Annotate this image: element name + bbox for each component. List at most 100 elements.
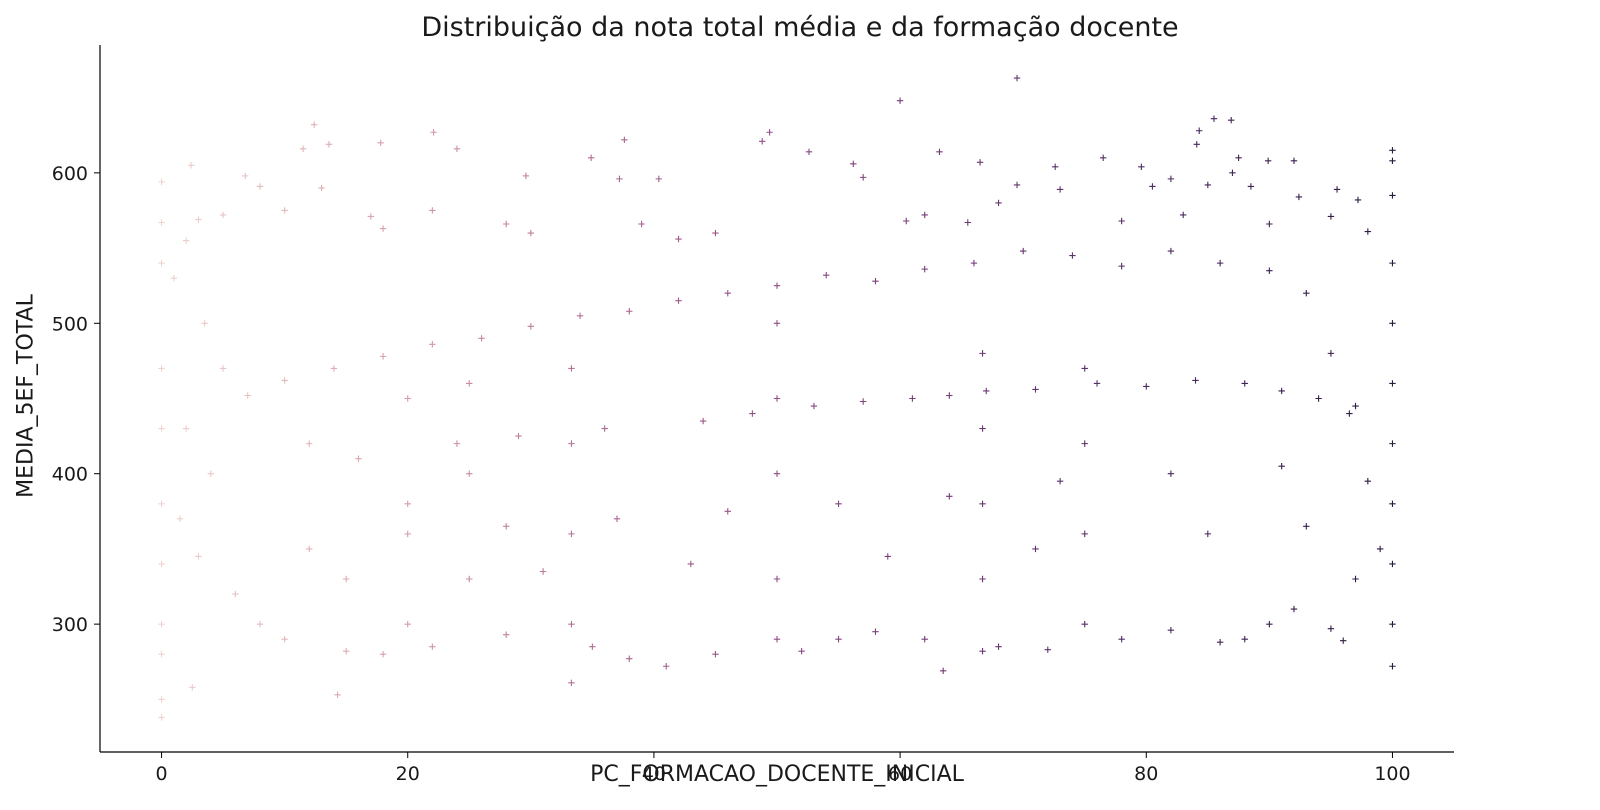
data-point — [655, 175, 663, 183]
data-point — [503, 220, 510, 228]
data-point — [1389, 147, 1396, 154]
x-tick-label: 0 — [155, 763, 167, 785]
data-point — [404, 620, 411, 628]
data-point — [158, 178, 165, 186]
data-point — [1167, 175, 1175, 183]
data-point — [377, 139, 384, 146]
data-point — [1216, 638, 1224, 646]
data-point — [1099, 154, 1107, 162]
data-point — [766, 129, 773, 136]
data-point — [773, 635, 781, 643]
data-point — [158, 500, 165, 507]
data-point — [466, 575, 473, 583]
data-point — [310, 121, 318, 128]
data-point — [749, 410, 756, 417]
data-point — [244, 392, 251, 399]
data-point — [1389, 320, 1396, 327]
data-point — [379, 651, 387, 658]
data-point — [1013, 181, 1021, 189]
data-point — [170, 274, 178, 282]
data-point — [921, 265, 928, 273]
data-point — [299, 145, 307, 152]
data-point — [939, 667, 947, 674]
data-point — [1204, 530, 1212, 538]
data-point — [539, 568, 547, 575]
data-point — [182, 425, 190, 432]
data-point — [1138, 163, 1145, 171]
data-point — [1327, 350, 1335, 357]
data-point — [1389, 157, 1396, 165]
data-point — [1069, 252, 1076, 259]
data-point — [158, 651, 165, 658]
data-point — [158, 425, 165, 432]
data-point — [201, 320, 208, 327]
data-point — [219, 211, 227, 219]
x-tick-label: 100 — [1374, 763, 1410, 785]
data-point — [429, 643, 436, 650]
data-point — [1167, 247, 1175, 255]
data-point — [798, 648, 805, 655]
data-point — [1389, 440, 1396, 447]
data-point — [176, 515, 184, 523]
data-point — [835, 635, 842, 643]
y-tick-label: 400 — [52, 464, 88, 486]
data-point — [1303, 290, 1310, 297]
data-point — [1266, 220, 1273, 228]
chart-title: Distribuição da nota total média e da fo… — [421, 12, 1179, 43]
data-point — [1327, 213, 1335, 220]
data-point — [859, 174, 867, 181]
data-point — [158, 259, 165, 267]
data-point — [773, 282, 781, 289]
data-point — [379, 353, 387, 360]
data-point — [613, 515, 621, 523]
data-point — [979, 350, 986, 357]
data-point — [983, 387, 990, 395]
data-point — [1229, 169, 1236, 177]
x-axis-label: PC_FORMACAO_DOCENTE_INICIAL — [590, 762, 964, 787]
points-layer — [158, 74, 1396, 721]
data-point — [1327, 625, 1335, 632]
data-point — [724, 508, 731, 515]
data-point — [601, 425, 608, 432]
data-point — [1118, 217, 1125, 225]
data-point — [773, 320, 781, 327]
x-tick-label: 60 — [888, 763, 912, 785]
data-point — [195, 553, 202, 560]
data-point — [1389, 560, 1396, 568]
data-point — [522, 172, 530, 180]
data-point — [158, 560, 165, 568]
data-point — [1241, 380, 1248, 387]
data-point — [1216, 259, 1224, 267]
data-point — [334, 691, 341, 699]
data-point — [621, 136, 628, 143]
data-point — [1290, 605, 1298, 613]
data-point — [527, 229, 535, 237]
data-point — [1081, 365, 1088, 372]
data-point — [995, 199, 1002, 207]
data-point — [1247, 183, 1255, 190]
data-point — [367, 213, 374, 220]
data-point — [946, 493, 953, 500]
data-point — [379, 225, 387, 232]
data-point — [909, 395, 916, 402]
data-point — [1340, 637, 1347, 644]
data-point — [158, 365, 165, 372]
data-point — [568, 530, 575, 538]
data-point — [773, 470, 781, 477]
data-point — [1266, 267, 1273, 274]
data-point — [638, 220, 645, 228]
data-point — [724, 290, 731, 297]
data-point — [1118, 635, 1125, 643]
data-point — [1044, 646, 1051, 653]
data-point — [158, 714, 165, 721]
data-point — [872, 628, 879, 635]
data-point — [281, 635, 288, 643]
data-point — [1278, 462, 1285, 470]
data-point — [207, 470, 214, 477]
data-point — [936, 148, 943, 156]
data-point — [429, 341, 436, 348]
data-point — [342, 648, 350, 655]
data-point — [1389, 500, 1396, 507]
data-point — [699, 417, 707, 425]
